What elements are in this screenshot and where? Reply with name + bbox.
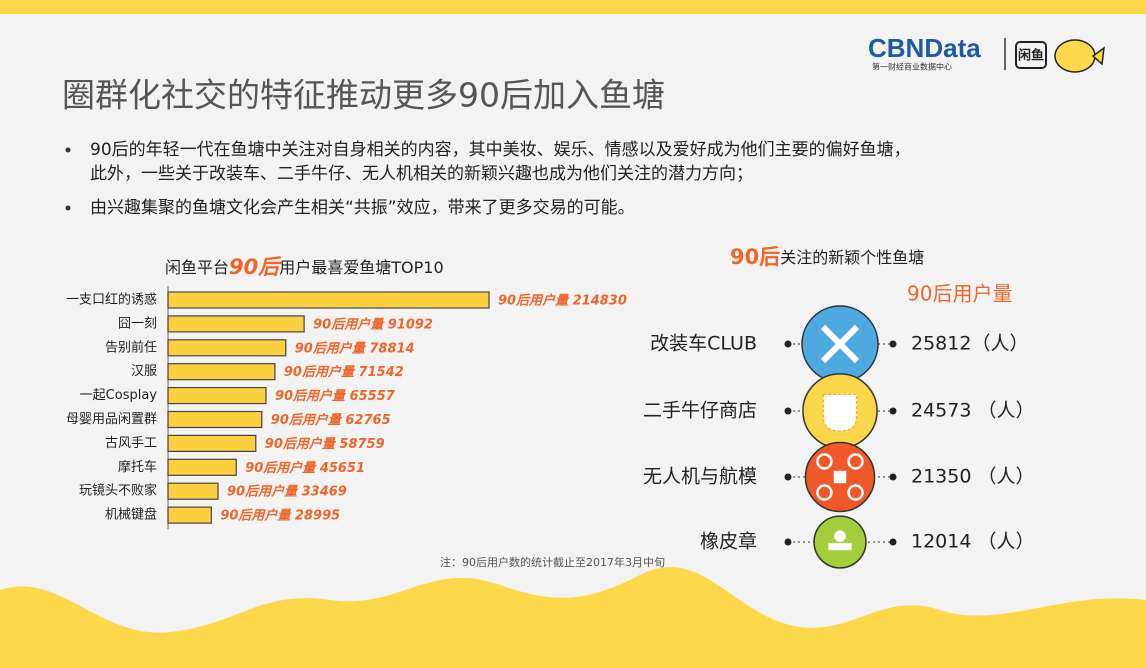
value-label: 90后用户量 45651 xyxy=(245,460,365,476)
bar xyxy=(167,506,212,524)
icon-glyph xyxy=(822,393,858,432)
logo-fish-tail xyxy=(1091,46,1105,66)
bar xyxy=(167,339,287,357)
connector-dot xyxy=(889,473,897,481)
value-label: 90后用户量 65557 xyxy=(275,388,396,404)
icon-glyph xyxy=(847,484,864,501)
value-label: 90后用户量 214830 xyxy=(498,293,627,309)
niche-title: 90后关注的新颖个性鱼塘 xyxy=(730,245,924,269)
icon-glyph xyxy=(828,543,852,551)
value-label: 90后用户量 58759 xyxy=(265,436,385,452)
category-label: 古风手工 xyxy=(105,436,157,451)
bullets: 90后的年轻一代在鱼塘中关注对自身相关的内容，其中美妆、娱乐、情感以及爱好成为他… xyxy=(65,140,911,218)
item-name: 橡皮章 xyxy=(700,531,757,553)
bar xyxy=(167,458,237,476)
category-label: 一起Cosplay xyxy=(80,388,158,403)
column-header: 90后用户量 xyxy=(907,282,1012,306)
bullet-text: 90后的年轻一代在鱼塘中关注对自身相关的内容，其中美妆、娱乐、情感以及爱好成为他… xyxy=(90,140,911,160)
bar xyxy=(167,387,267,405)
value-label: 90后用户量 71542 xyxy=(284,364,404,380)
chart-title: 闲鱼平台90后用户最喜爱鱼塘TOP10 xyxy=(165,255,444,279)
chart-note: 注：90后用户数的统计截止至2017年3月中旬 xyxy=(440,555,665,569)
item-name: 改装车CLUB xyxy=(650,333,757,355)
niche-title-part: 关注的新颖个性鱼塘 xyxy=(780,248,924,267)
connector-dot xyxy=(784,473,792,481)
niche-list: 改装车CLUB 25812（人） 二手牛仔商店 24573 （人） 无人机与航模 2135… xyxy=(643,305,1034,569)
item-users: 25812（人） xyxy=(911,333,1028,355)
chart-title-part: 用户最喜爱鱼塘TOP10 xyxy=(279,258,443,277)
value-label: 90后用户量 28995 xyxy=(220,508,340,524)
category-label: 一支口红的诱惑 xyxy=(66,292,157,308)
bar xyxy=(167,315,305,333)
category-label: 机械键盘 xyxy=(105,507,157,523)
item-name: 无人机与航模 xyxy=(643,466,757,488)
bar xyxy=(167,410,263,429)
logo-fish xyxy=(1054,39,1096,73)
chart-title-highlight: 90后 xyxy=(229,255,282,279)
bullet-text: 由兴趣集聚的鱼塘文化会产生相关“共振”效应，带来了更多交易的可能。 xyxy=(90,198,635,218)
icon-glyph xyxy=(820,324,860,364)
bar xyxy=(167,482,219,500)
connector-dot xyxy=(889,538,897,546)
category-label: 摩托车 xyxy=(118,459,157,475)
chart-title-part: 闲鱼平台 xyxy=(165,258,229,277)
icon-glyph xyxy=(816,484,833,501)
bullet-text: 此外，一些关于改装车、二手牛仔、无人机相关的新颖兴趣也成为他们关注的潜力方向； xyxy=(90,164,753,184)
item-users: 21350 （人） xyxy=(911,466,1034,488)
connector-dot xyxy=(784,538,792,546)
logo-sub: 第一财经商业数据中心 xyxy=(872,62,952,72)
value-label: 90后用户量 78814 xyxy=(295,340,415,356)
item-users: 24573 （人） xyxy=(911,400,1034,422)
category-label: 母婴用品闲置群 xyxy=(66,412,157,427)
bullet-dot xyxy=(65,147,71,153)
category-label: 玩镜头不败家 xyxy=(79,483,157,499)
icon-glyph xyxy=(847,453,864,470)
icon-glyph xyxy=(833,470,847,484)
logo-box xyxy=(1015,41,1047,69)
wave xyxy=(0,567,1146,668)
bar xyxy=(167,363,276,381)
item-name: 二手牛仔商店 xyxy=(643,400,757,422)
connector-dot xyxy=(889,407,897,415)
connector-dot xyxy=(784,340,792,348)
bar xyxy=(167,434,257,452)
category-label: 告别前任 xyxy=(105,339,157,355)
value-label: 90后用户量 91092 xyxy=(313,316,433,332)
niche-title-highlight: 90后 xyxy=(730,245,780,269)
logo-app: 闲鱼 xyxy=(1018,48,1044,64)
category-label: 汉服 xyxy=(131,364,157,379)
connector-dot xyxy=(784,407,792,415)
icon-glyph xyxy=(816,453,833,470)
logo-brand: CBNData xyxy=(868,33,981,63)
value-label: 90后用户量 33469 xyxy=(227,484,347,500)
category-label: 囧一刻 xyxy=(118,316,157,331)
value-label: 90后用户量 62765 xyxy=(271,412,391,428)
item-users: 12014 （人） xyxy=(911,531,1034,553)
bullet-dot xyxy=(65,205,71,211)
connector-dot xyxy=(889,340,897,348)
bar-chart: 一支口红的诱惑 90后用户量 214830 囧一刻 90后用户量 91092 告别前任 9… xyxy=(66,286,627,530)
bar xyxy=(167,291,490,309)
page-title: 圈群化社交的特征推动更多90后加入鱼塘 xyxy=(62,76,665,115)
icon-glyph xyxy=(834,530,846,543)
